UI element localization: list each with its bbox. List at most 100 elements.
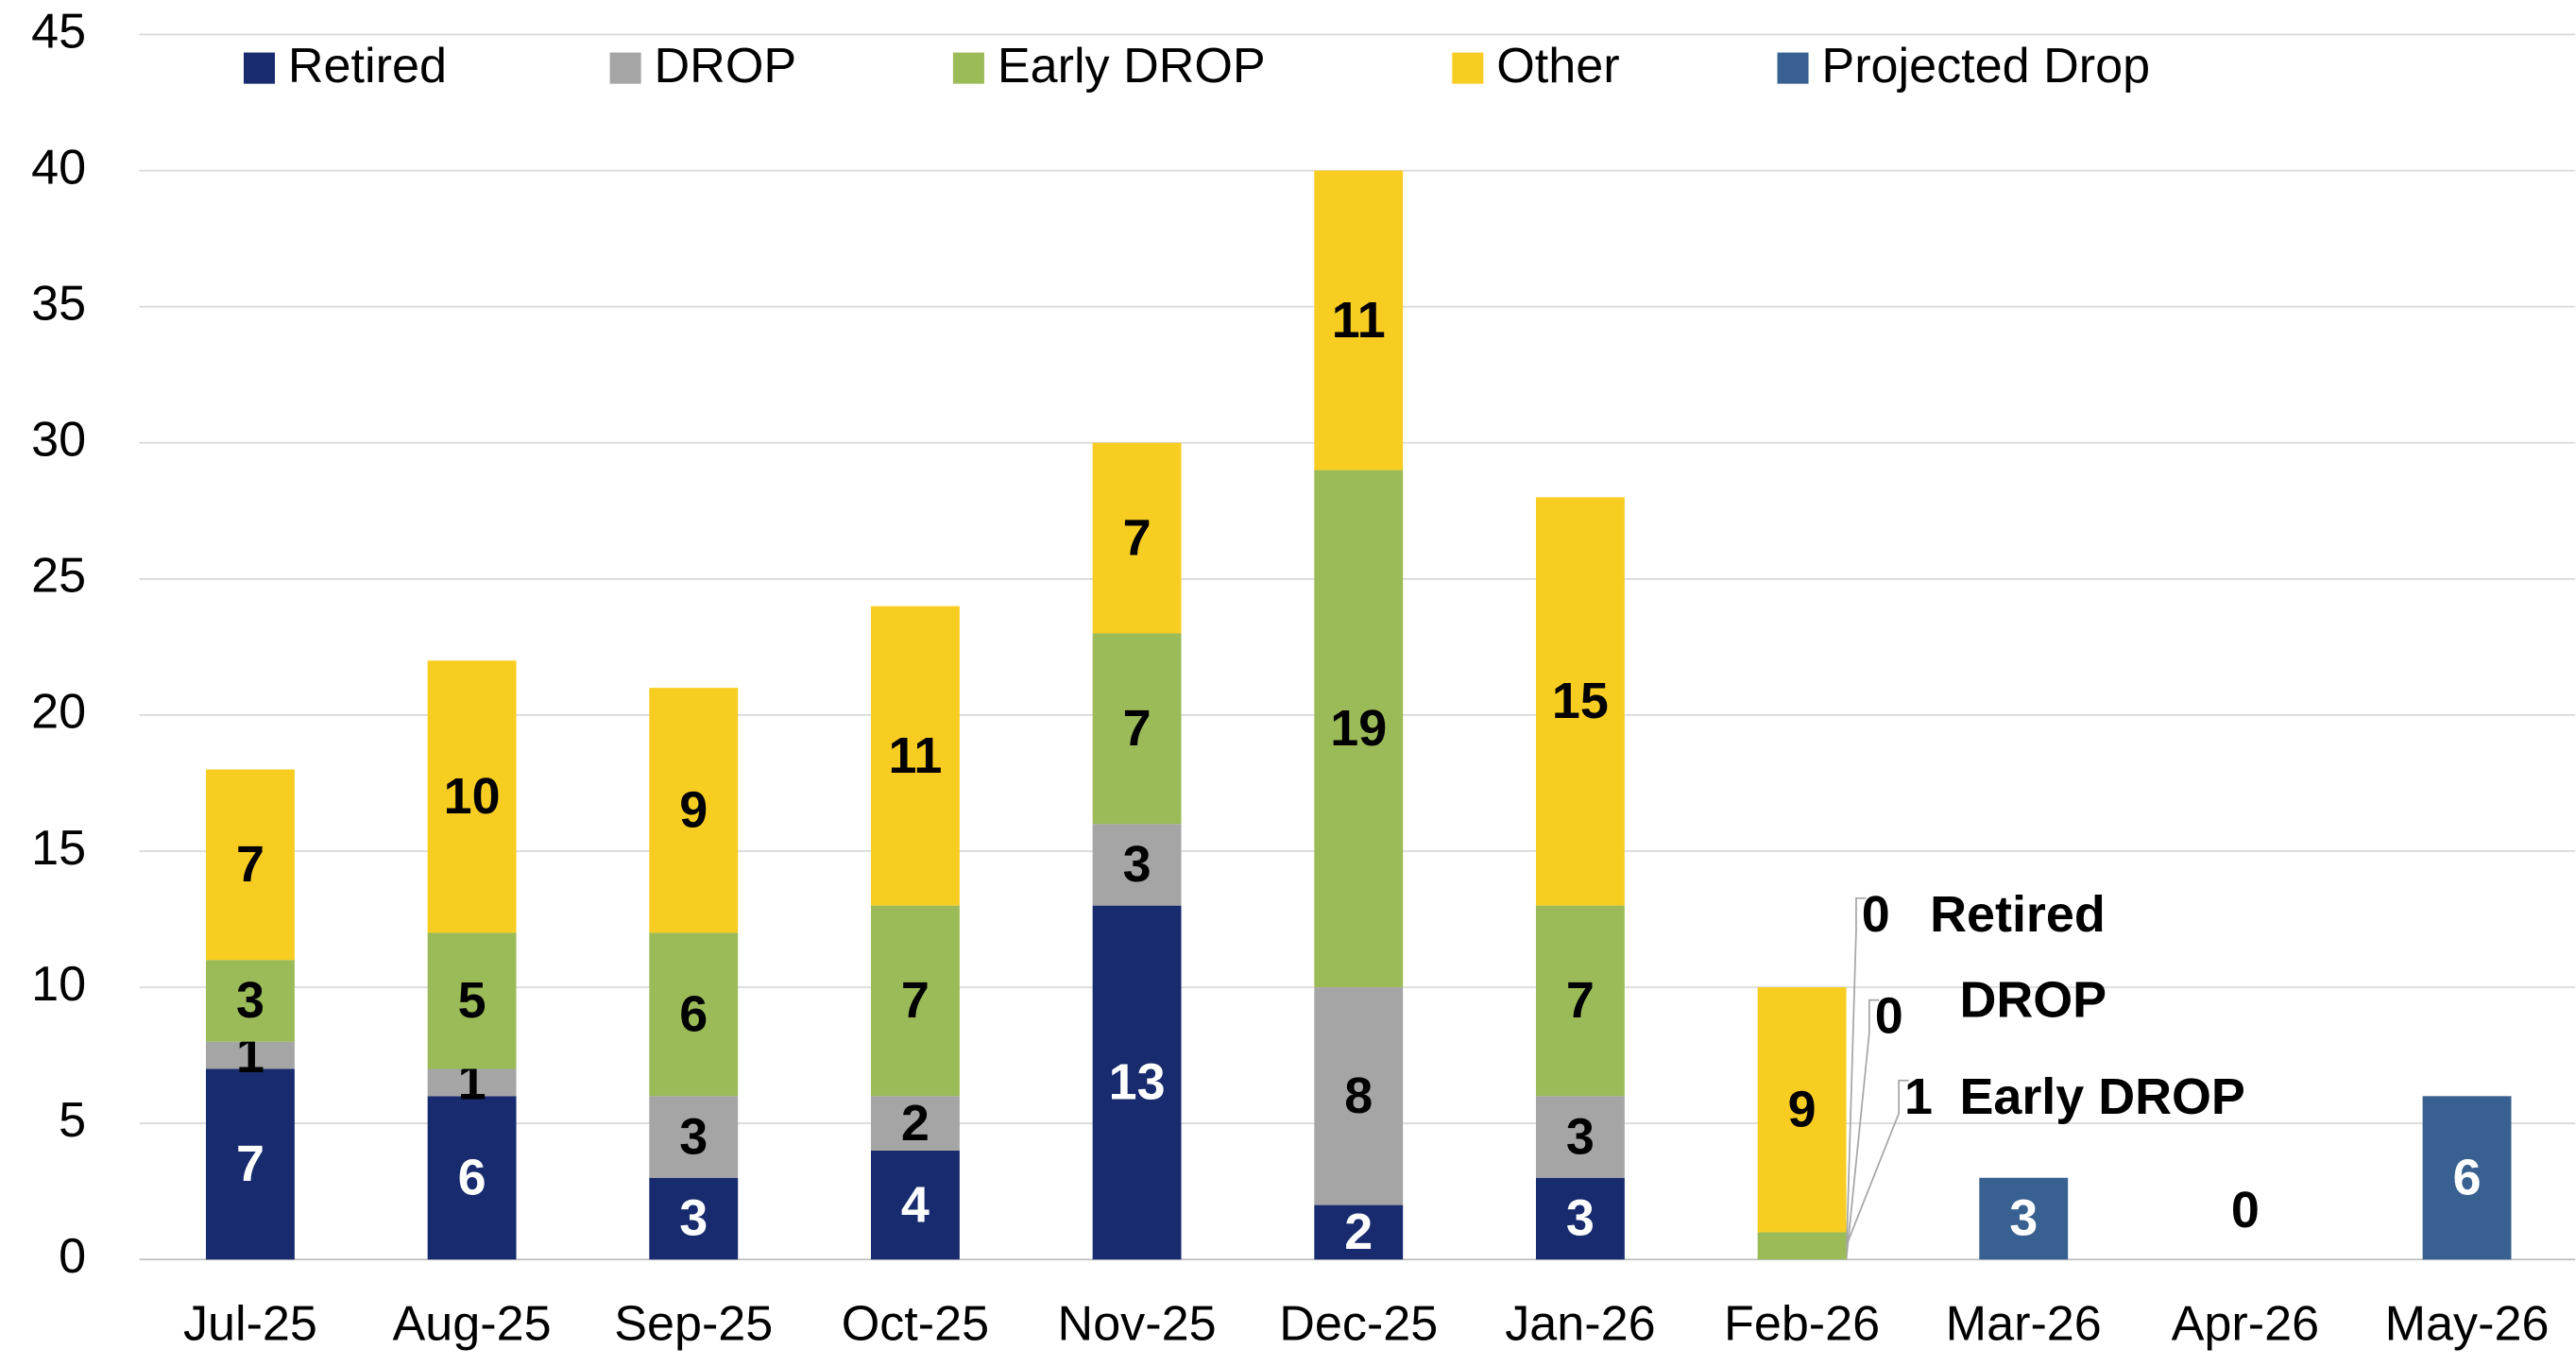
x-tick-label: Dec-25 — [1279, 1296, 1438, 1351]
bar-segment — [1979, 1177, 2069, 1260]
y-tick-label: 5 — [59, 1093, 86, 1148]
bar-segment — [427, 1068, 517, 1097]
legend-label: Projected Drop — [1821, 39, 2150, 94]
x-tick-label: Apr-26 — [2172, 1296, 2319, 1351]
bar-segment — [1757, 987, 1847, 1233]
bar-segment — [1314, 170, 1404, 470]
bar-segment — [1535, 1177, 1625, 1260]
value-label: 7 — [1123, 509, 1152, 566]
legend-label: Retired — [288, 39, 447, 94]
bar-segment — [206, 1041, 295, 1069]
leader-line — [1845, 1079, 1909, 1247]
y-tick-label: 30 — [31, 413, 86, 468]
value-label: 9 — [1788, 1081, 1817, 1137]
value-label: 7 — [1123, 700, 1152, 757]
y-tick-label: 40 — [31, 140, 86, 195]
value-label: 3 — [679, 1190, 708, 1247]
bar-segment — [1092, 442, 1182, 634]
value-label: 3 — [679, 1108, 708, 1165]
bar-segment — [206, 769, 295, 961]
bar-segment — [1314, 1204, 1404, 1260]
x-tick-label: Jan-26 — [1505, 1296, 1655, 1351]
x-tick-label: Jul-25 — [183, 1296, 317, 1351]
bar-segment — [649, 932, 739, 1097]
y-tick-label: 35 — [31, 276, 86, 331]
legend-label: Early DROP — [998, 39, 1266, 94]
value-label: 7 — [1566, 972, 1595, 1029]
legend-swatch — [952, 52, 984, 84]
bar-segment — [870, 1096, 960, 1151]
bar-segment — [1535, 497, 1625, 906]
value-label: 3 — [1123, 836, 1152, 893]
bar-segment — [649, 688, 739, 933]
x-tick-label: Feb-26 — [1724, 1296, 1880, 1351]
bar-segment — [870, 1150, 960, 1260]
value-label: 0 — [2231, 1182, 2260, 1238]
value-label: 2 — [1344, 1204, 1373, 1260]
value-label: 3 — [1566, 1190, 1595, 1247]
y-tick-label: 45 — [31, 4, 86, 59]
value-label: 0 — [1875, 988, 1903, 1045]
bar-segment — [2422, 1096, 2512, 1260]
value-label: 6 — [458, 1149, 486, 1205]
x-tick-label: May-26 — [2385, 1296, 2550, 1351]
value-label: 2 — [901, 1095, 930, 1152]
leader-line — [1845, 999, 1880, 1260]
x-tick-label: Mar-26 — [1946, 1296, 2102, 1351]
callout-name: Retired — [1930, 886, 2106, 943]
bar-segment — [1535, 1096, 1625, 1178]
value-label: 3 — [236, 972, 264, 1029]
value-label: 11 — [888, 727, 942, 784]
value-label: 6 — [679, 986, 708, 1043]
value-label: 19 — [1330, 700, 1387, 757]
bar-segment — [1092, 824, 1182, 906]
y-tick-label: 0 — [59, 1229, 86, 1284]
value-label: 3 — [2009, 1190, 2038, 1247]
bar-segment — [1314, 987, 1404, 1205]
value-label: 15 — [1552, 673, 1609, 729]
y-tick-label: 25 — [31, 549, 86, 604]
bar-segment — [870, 905, 960, 1097]
legend-swatch — [609, 52, 641, 84]
bar-segment — [1757, 1232, 1847, 1260]
x-tick-label: Nov-25 — [1058, 1296, 1217, 1351]
legend-swatch — [1452, 52, 1484, 84]
bar-segment — [427, 660, 517, 933]
x-tick-label: Sep-25 — [614, 1296, 773, 1351]
leader-line — [1845, 896, 1867, 1260]
legend-label: DROP — [655, 39, 797, 94]
value-label: 4 — [901, 1176, 930, 1233]
value-label: 5 — [458, 972, 486, 1029]
bar-segment — [649, 1096, 739, 1178]
value-label: 11 — [1332, 292, 1386, 349]
value-label: 0 — [1862, 886, 1890, 943]
value-label: 13 — [1109, 1054, 1166, 1111]
value-label: 6 — [2453, 1149, 2482, 1205]
bar-segment — [427, 932, 517, 1069]
bar-segment — [649, 1177, 739, 1260]
bar-segment — [427, 1096, 517, 1260]
bar-segment — [1314, 470, 1404, 988]
value-label: 3 — [1566, 1108, 1595, 1165]
bar-segment — [870, 606, 960, 906]
value-label: 8 — [1344, 1067, 1373, 1124]
value-label: 9 — [679, 781, 708, 838]
bar-segment — [1535, 905, 1625, 1097]
value-label: 7 — [901, 972, 930, 1029]
y-tick-label: 20 — [31, 685, 86, 740]
value-label: 10 — [444, 768, 501, 825]
legend-swatch — [1777, 52, 1809, 84]
bar-segment — [1092, 905, 1182, 1260]
legend-label: Other — [1496, 39, 1619, 94]
bar-segment — [206, 1068, 295, 1260]
legend-swatch — [243, 52, 276, 84]
value-label: 7 — [236, 1135, 264, 1192]
y-tick-label: 10 — [31, 957, 86, 1012]
bar-segment — [1092, 633, 1182, 825]
x-tick-label: Oct-25 — [842, 1296, 989, 1351]
bar-segment — [206, 960, 295, 1042]
x-tick-label: Aug-25 — [393, 1296, 552, 1351]
y-tick-label: 15 — [31, 821, 86, 876]
value-label: 7 — [236, 836, 264, 893]
